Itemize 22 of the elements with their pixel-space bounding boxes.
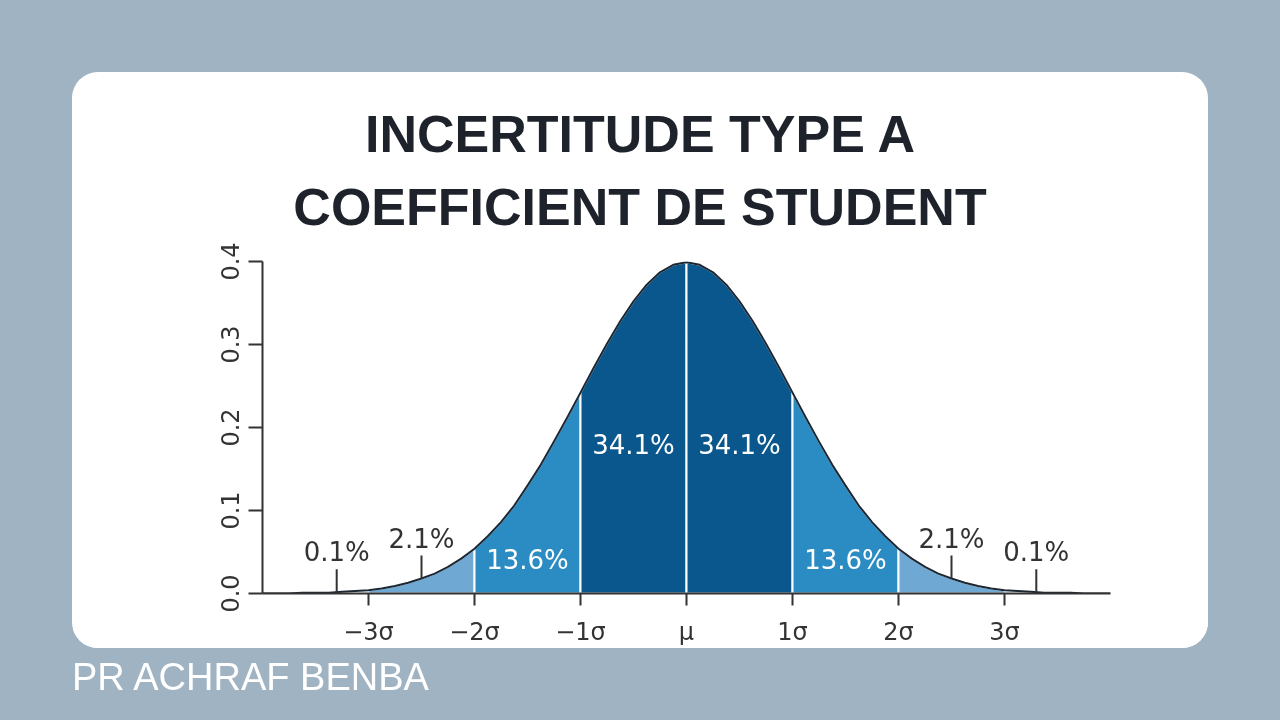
chart-title: INCERTITUDE TYPE A COEFFICIENT DE STUDENT bbox=[293, 104, 987, 238]
annotation: 34.1% bbox=[698, 429, 781, 460]
y-tick-label: 0.4 bbox=[216, 242, 245, 281]
annotation: 2.1% bbox=[388, 523, 455, 554]
x-tick-label: 1σ bbox=[777, 617, 808, 646]
y-tick-label: 0.0 bbox=[216, 574, 245, 613]
y-tick-label: 0.1 bbox=[216, 491, 245, 530]
y-tick-label: 0.3 bbox=[216, 325, 245, 364]
annotation: 2.1% bbox=[918, 523, 985, 554]
y-tick-label: 0.2 bbox=[216, 408, 245, 447]
x-tick-label: −2σ bbox=[449, 617, 500, 646]
annotation: 0.1% bbox=[1003, 537, 1070, 568]
text: PR ACHRAF BENBA bbox=[72, 656, 429, 700]
x-tick-label: 2σ bbox=[883, 617, 914, 646]
x-tick-label: −3σ bbox=[343, 617, 394, 646]
annotation: 13.6% bbox=[486, 545, 569, 576]
x-tick-label: −1σ bbox=[555, 617, 606, 646]
annotation: 13.6% bbox=[804, 545, 887, 576]
x-tick-label: 3σ bbox=[989, 617, 1020, 646]
annotation: 0.1% bbox=[303, 537, 370, 568]
annotation: 34.1% bbox=[592, 429, 675, 460]
x-tick-label: μ bbox=[678, 617, 695, 646]
